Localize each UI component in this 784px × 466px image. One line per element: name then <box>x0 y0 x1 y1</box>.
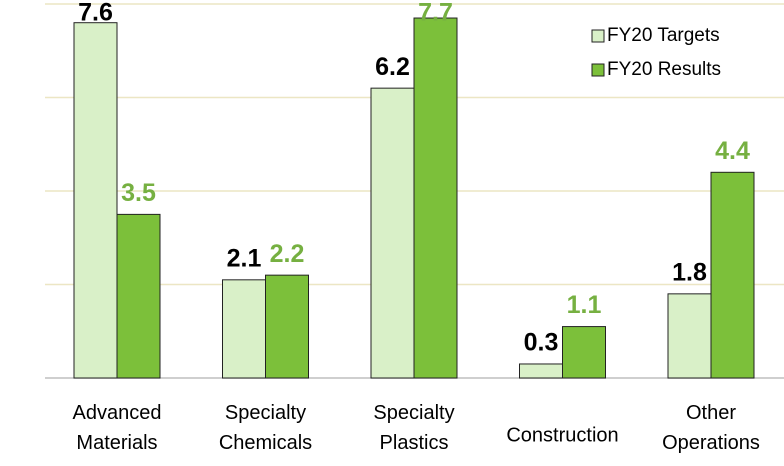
x-tick-label: Advanced Materials <box>73 402 162 454</box>
legend-label: FY20 Results <box>607 59 721 80</box>
legend-swatch <box>591 29 605 43</box>
value-label: 6.2 <box>375 53 410 81</box>
bar <box>73 22 118 379</box>
value-label: 7.6 <box>78 0 113 27</box>
value-label: 1.8 <box>672 258 707 286</box>
x-tick-label: Specialty Chemicals <box>219 402 312 454</box>
bar <box>413 17 458 379</box>
bar <box>265 274 309 379</box>
value-label: 1.1 <box>567 291 602 319</box>
bar <box>562 326 606 379</box>
x-tick-label: Specialty Plastics <box>373 402 454 454</box>
value-label: 4.4 <box>715 137 750 165</box>
bar <box>370 87 415 379</box>
value-label: 0.3 <box>524 329 559 357</box>
value-label: 2.1 <box>227 244 262 272</box>
x-tick-label: Other Operations <box>662 402 760 454</box>
bar <box>222 279 266 379</box>
value-label: 3.5 <box>121 179 156 207</box>
value-label: 2.2 <box>270 240 305 268</box>
bar <box>710 171 755 379</box>
value-label: 7.7 <box>418 0 453 27</box>
bar <box>116 213 161 379</box>
legend-swatch <box>591 63 605 77</box>
x-tick-label: Construction <box>506 424 618 446</box>
bar <box>667 293 712 379</box>
bar <box>519 363 563 379</box>
legend-label: FY20 Targets <box>607 25 720 46</box>
